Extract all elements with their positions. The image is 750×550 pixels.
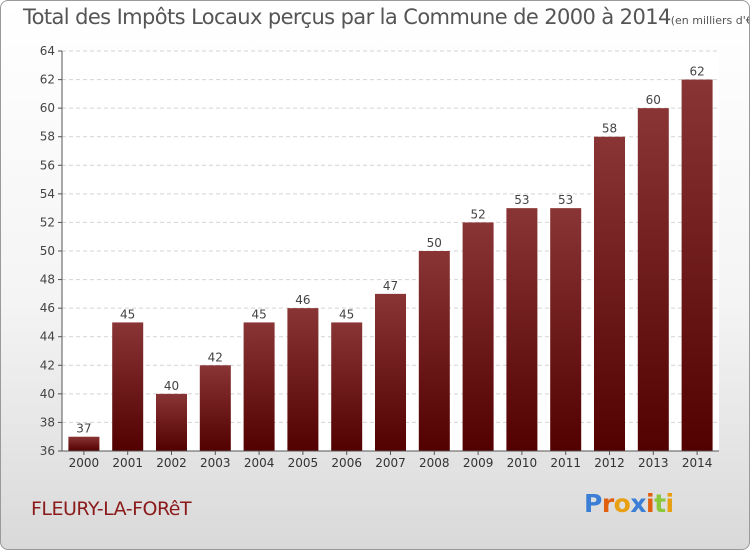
data-label-2011: 53 bbox=[558, 193, 573, 207]
data-label-2000: 37 bbox=[76, 422, 91, 436]
x-tick-label-2005: 2005 bbox=[288, 456, 319, 470]
commune-name: FLEURY-LA-FORêT bbox=[31, 498, 192, 520]
logo-letter: x bbox=[630, 489, 646, 518]
x-tick-label-2003: 2003 bbox=[200, 456, 231, 470]
proxiti-logo: Proxiti bbox=[584, 489, 674, 518]
y-tick-label: 58 bbox=[40, 130, 55, 144]
data-label-2003: 42 bbox=[208, 350, 223, 364]
x-tick-label-2014: 2014 bbox=[682, 456, 713, 470]
y-tick-label: 52 bbox=[40, 215, 55, 229]
bar-2013 bbox=[637, 108, 669, 452]
bar-2001 bbox=[112, 322, 144, 451]
y-tick-label: 46 bbox=[40, 301, 55, 315]
logo-letter: o bbox=[613, 489, 631, 518]
y-tick-label: 64 bbox=[40, 44, 55, 58]
x-tick-label-2013: 2013 bbox=[638, 456, 669, 470]
y-tick-label: 56 bbox=[40, 158, 55, 172]
bar-2011 bbox=[550, 208, 582, 451]
logo-letter: i bbox=[646, 489, 655, 518]
x-tick-label-2008: 2008 bbox=[419, 456, 450, 470]
y-tick-label: 50 bbox=[40, 244, 55, 258]
bar-2005 bbox=[287, 308, 319, 451]
x-tick-label-2007: 2007 bbox=[375, 456, 406, 470]
x-tick-label-2006: 2006 bbox=[331, 456, 362, 470]
y-tick-label: 44 bbox=[40, 330, 55, 344]
x-tick-label-2000: 2000 bbox=[69, 456, 100, 470]
data-label-2012: 58 bbox=[602, 122, 617, 136]
logo-letter: r bbox=[601, 489, 614, 518]
bar-2014 bbox=[681, 79, 713, 452]
y-tick-label: 60 bbox=[40, 101, 55, 115]
chart-subtitle: (en milliers d'€) bbox=[670, 14, 750, 27]
x-tick-label-2009: 2009 bbox=[463, 456, 494, 470]
bar-2004 bbox=[243, 322, 275, 451]
data-label-2007: 47 bbox=[383, 279, 398, 293]
bar-2012 bbox=[594, 136, 625, 451]
data-label-2014: 62 bbox=[689, 65, 704, 79]
chart-title-text: Total des Impôts Locaux perçus par la Co… bbox=[23, 5, 671, 29]
data-label-2001: 45 bbox=[120, 307, 135, 321]
x-tick-label-2012: 2012 bbox=[594, 456, 625, 470]
x-tick-label-2010: 2010 bbox=[507, 456, 538, 470]
bar-2007 bbox=[375, 293, 406, 451]
x-tick-label-2011: 2011 bbox=[550, 456, 581, 470]
logo-letter: P bbox=[584, 489, 602, 518]
y-tick-label: 62 bbox=[40, 73, 55, 87]
y-tick-label: 48 bbox=[40, 273, 55, 287]
bar-2000 bbox=[68, 436, 100, 451]
data-label-2005: 46 bbox=[295, 293, 310, 307]
data-label-2002: 40 bbox=[164, 379, 179, 393]
data-label-2004: 45 bbox=[251, 307, 266, 321]
logo-letter: i bbox=[665, 489, 675, 518]
bar-2002 bbox=[156, 393, 187, 451]
bar-2003 bbox=[199, 365, 231, 451]
y-tick-label: 40 bbox=[40, 387, 55, 401]
bar-2006 bbox=[331, 322, 363, 451]
bar-2010 bbox=[506, 208, 538, 451]
chart-title: Total des Impôts Locaux perçus par la Co… bbox=[23, 5, 750, 29]
x-tick-label-2001: 2001 bbox=[112, 456, 143, 470]
x-tick-label-2004: 2004 bbox=[244, 456, 275, 470]
logo-letter: t bbox=[654, 489, 666, 518]
bar-2009 bbox=[462, 222, 494, 451]
y-tick-label: 36 bbox=[40, 444, 55, 458]
y-tick-label: 42 bbox=[40, 358, 55, 372]
data-label-2008: 50 bbox=[427, 236, 442, 250]
data-label-2006: 45 bbox=[339, 307, 354, 321]
y-tick-label: 38 bbox=[40, 415, 55, 429]
data-label-2010: 53 bbox=[514, 193, 529, 207]
x-tick-label-2002: 2002 bbox=[156, 456, 187, 470]
bar-2008 bbox=[418, 251, 450, 451]
data-label-2013: 60 bbox=[646, 93, 661, 107]
data-label-2009: 52 bbox=[470, 207, 485, 221]
y-tick-label: 54 bbox=[40, 187, 55, 201]
